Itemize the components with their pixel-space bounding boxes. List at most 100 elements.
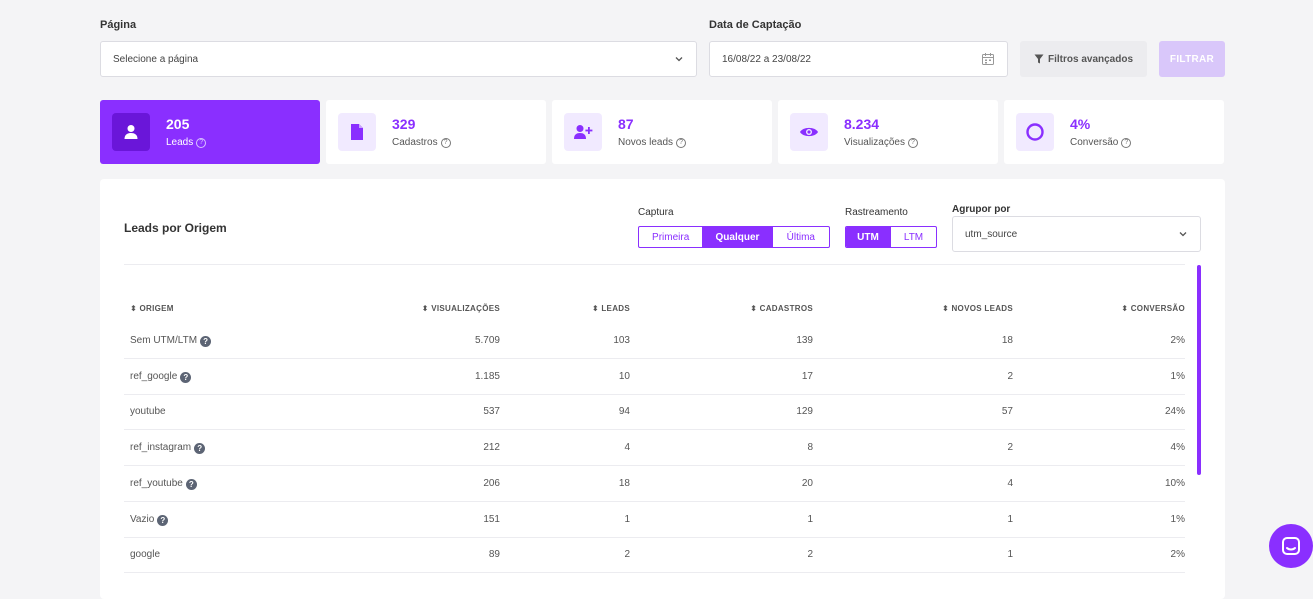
- divider: [124, 264, 1185, 265]
- help-icon[interactable]: ?: [440, 137, 451, 148]
- help-icon[interactable]: ?: [157, 514, 169, 526]
- origin-cell: youtube: [130, 406, 166, 418]
- stat-value: 329: [392, 116, 416, 132]
- column-header-cadastros[interactable]: ⬍ CADASTROS: [750, 304, 813, 313]
- origin-cell: ref_youtube?: [130, 478, 197, 490]
- origin-cell: Sem UTM/LTM?: [130, 335, 212, 347]
- capture-toggle: Primeira Qualquer Última: [638, 226, 830, 248]
- table-row[interactable]: Sem UTM/LTM? 5.709 103 139 18 2%: [124, 323, 1185, 359]
- date-range-input[interactable]: 16/08/22 a 23/08/22: [709, 41, 1008, 77]
- leads-cell: 18: [618, 477, 630, 489]
- filter-button[interactable]: FILTRAR: [1159, 41, 1225, 77]
- cadastros-cell: 17: [801, 370, 813, 382]
- cadastros-cell: 129: [796, 406, 813, 418]
- stat-card-cadastros[interactable]: 329 Cadastros?: [326, 100, 546, 164]
- cadastros-cell: 8: [807, 442, 813, 454]
- table-row[interactable]: ref_youtube? 206 18 20 4 10%: [124, 466, 1185, 502]
- panel-title: Leads por Origem: [124, 221, 227, 235]
- tracking-option-utm[interactable]: UTM: [846, 227, 892, 247]
- column-header-visualizacoes[interactable]: ⬍ VISUALIZAÇÕES: [421, 304, 500, 313]
- cadastros-cell: 1: [807, 513, 813, 525]
- help-icon[interactable]: ?: [194, 443, 206, 455]
- table-row[interactable]: youtube 537 94 129 57 24%: [124, 394, 1185, 431]
- stat-card-conversao[interactable]: 4% Conversão?: [1004, 100, 1224, 164]
- eye-icon: [790, 113, 828, 151]
- capture-option-primeira[interactable]: Primeira: [639, 227, 704, 247]
- stat-label: Novos leads: [618, 137, 674, 148]
- advanced-filters-button[interactable]: Filtros avançados: [1020, 41, 1147, 77]
- cadastros-cell: 20: [801, 477, 813, 489]
- column-header-novos-leads[interactable]: ⬍ NOVOS LEADS: [941, 304, 1013, 313]
- advanced-filters-label: Filtros avançados: [1047, 53, 1134, 65]
- origin-cell: Vazio?: [130, 514, 169, 526]
- views-cell: 212: [483, 442, 500, 454]
- column-header-leads[interactable]: ⬍ LEADS: [591, 304, 630, 313]
- calendar-icon[interactable]: [981, 52, 995, 66]
- leads-cell: 103: [613, 335, 630, 346]
- stat-label: Visualizações: [844, 137, 905, 148]
- views-cell: 206: [483, 477, 500, 489]
- novos-cell: 2: [1007, 370, 1013, 382]
- chat-icon: [1282, 537, 1300, 555]
- group-by-label: Agrupor por: [952, 204, 1011, 215]
- novos-cell: 57: [1001, 406, 1013, 418]
- help-icon[interactable]: ?: [1121, 137, 1132, 148]
- table-row[interactable]: ref_google? 1.185 10 17 2 1%: [124, 359, 1185, 395]
- stat-value: 87: [618, 116, 634, 132]
- tracking-label: Rastreamento: [845, 207, 908, 218]
- group-by-value: utm_source: [965, 228, 1018, 240]
- page-label: Página: [100, 19, 137, 31]
- leads-cell: 94: [618, 406, 630, 418]
- stat-label: Leads: [166, 137, 194, 148]
- stat-card-visualizacoes[interactable]: 8.234 Visualizações?: [778, 100, 998, 164]
- capture-label: Captura: [638, 207, 674, 218]
- stat-value: 205: [166, 116, 190, 132]
- table-row[interactable]: ref_instagram? 212 4 8 2 4%: [124, 430, 1185, 467]
- help-icon[interactable]: ?: [196, 137, 207, 148]
- filter-icon: [1034, 54, 1044, 64]
- help-icon[interactable]: ?: [907, 137, 918, 148]
- user-icon: [112, 113, 150, 151]
- date-label: Data de Captação: [709, 19, 802, 31]
- capture-option-ultima[interactable]: Última: [786, 231, 815, 243]
- chevron-down-icon: [1179, 232, 1187, 237]
- column-header-conversao[interactable]: ⬍ CONVERSÃO: [1121, 304, 1185, 313]
- group-by-select[interactable]: utm_source: [952, 216, 1201, 252]
- ring-icon: [1016, 113, 1054, 151]
- help-icon[interactable]: ?: [676, 137, 687, 148]
- views-cell: 151: [483, 513, 500, 525]
- chat-button[interactable]: [1269, 524, 1313, 568]
- novos-cell: 4: [1007, 477, 1013, 489]
- views-cell: 1.185: [474, 370, 500, 382]
- help-icon[interactable]: ?: [185, 478, 197, 490]
- page-select-placeholder: Selecione a página: [113, 53, 199, 65]
- stat-value: 4%: [1070, 116, 1091, 132]
- table-row[interactable]: google 89 2 2 1 2%: [124, 537, 1185, 574]
- origin-cell: ref_instagram?: [130, 442, 206, 455]
- tracking-option-ltm[interactable]: LTM: [903, 231, 924, 243]
- conv-cell: 2%: [1170, 335, 1185, 346]
- help-icon[interactable]: ?: [200, 336, 212, 347]
- stat-label: Conversão: [1070, 137, 1119, 148]
- tracking-toggle: UTM LTM: [845, 226, 937, 248]
- stat-card-novos-leads[interactable]: 87 Novos leads?: [552, 100, 772, 164]
- capture-option-qualquer[interactable]: Qualquer: [703, 227, 773, 247]
- conv-cell: 1%: [1170, 370, 1185, 382]
- novos-cell: 18: [1001, 335, 1013, 346]
- views-cell: 5.709: [474, 335, 500, 346]
- stat-label: Cadastros: [392, 137, 438, 148]
- views-cell: 89: [488, 549, 500, 561]
- stat-value: 8.234: [844, 116, 880, 132]
- conv-cell: 1%: [1170, 513, 1185, 525]
- conv-cell: 2%: [1170, 549, 1185, 561]
- page-select[interactable]: Selecione a página: [100, 41, 697, 77]
- table-row[interactable]: Vazio? 151 1 1 1 1%: [124, 502, 1185, 538]
- help-icon[interactable]: ?: [180, 371, 192, 383]
- column-header-origem[interactable]: ⬍ ORIGEM: [130, 304, 174, 313]
- stat-card-leads[interactable]: 205 Leads?: [100, 100, 320, 164]
- leads-cell: 10: [618, 370, 630, 382]
- leads-cell: 4: [624, 442, 630, 454]
- scrollbar[interactable]: [1197, 265, 1201, 475]
- chevron-down-icon: [675, 57, 683, 62]
- conv-cell: 24%: [1164, 406, 1185, 418]
